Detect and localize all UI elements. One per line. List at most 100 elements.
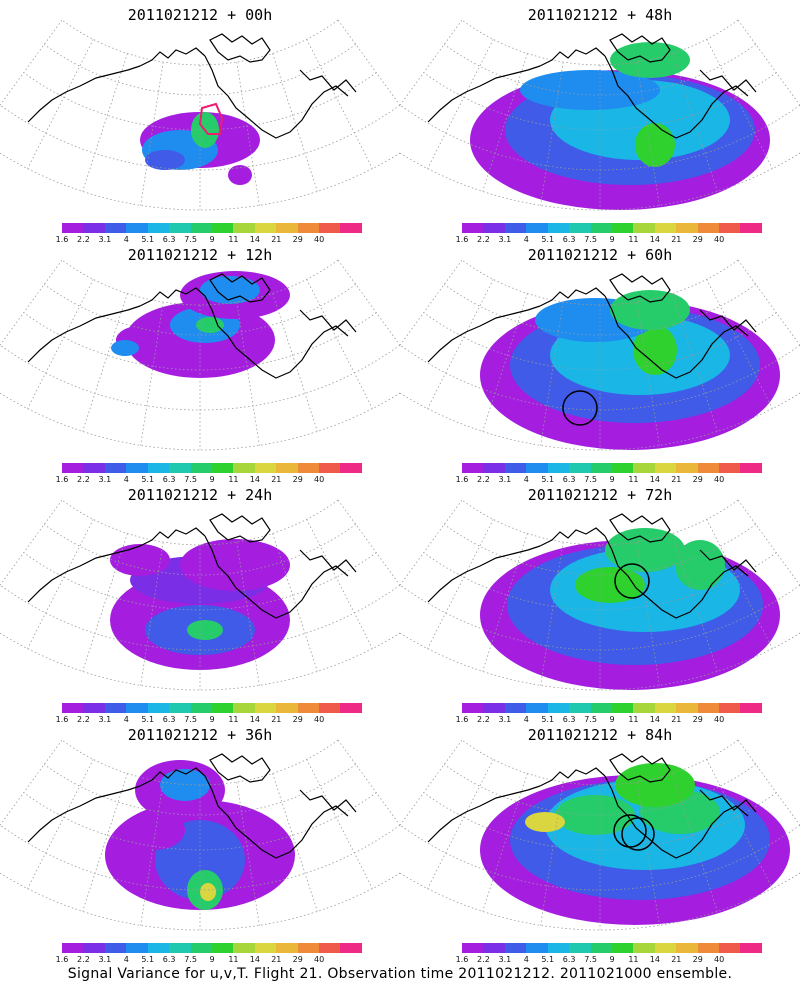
colorbar-swatch [254,223,277,233]
colorbar-swatch [147,943,170,953]
latitude-gridline [61,499,339,546]
coastline [204,775,349,859]
coastline [209,753,271,783]
colorbar-tick-label: 2.2 [477,715,490,724]
colorbar-tick-label: 2.2 [477,235,490,244]
forecast-map [0,499,400,691]
coastline [139,527,206,547]
colorbar-swatch [526,703,548,713]
colorbar-tick-label: 29 [692,955,703,964]
colorbar-swatch [190,703,212,713]
latitude-gridline [400,104,800,171]
variance-contour [110,544,170,576]
colorbar-tick-label: 11 [228,715,239,724]
meridian-gridline [337,19,400,106]
colorbar-swatch [211,703,234,713]
colorbar-swatch [233,703,255,713]
colorbar-labels: 1.6 2.2 3.1 4 5.1 6.3 7.5 9 11 14 21 29 40 [56,235,362,245]
meridian-gridline [236,302,260,446]
variance-contour [520,70,660,110]
signal-variance-field [480,763,790,925]
colorbar-swatch [676,703,698,713]
colorbar-swatch [147,703,170,713]
coastline [609,273,671,303]
colorbar-swatch [633,703,655,713]
panel-title: 2011021212 + 60h [527,246,673,264]
meridian-gridline [540,782,564,926]
colorbar-tick-label: 4 [523,235,529,244]
colorbar-swatch [654,703,677,713]
colorbar-swatch [254,463,277,473]
coastline [539,287,606,307]
colorbar [62,223,362,233]
latitude-gridline [461,259,739,306]
colorbar-tick-label: 29 [292,715,303,724]
colorbar-tick-label: 2.2 [77,715,90,724]
colorbar-swatch [569,223,591,233]
map-panel: 2011021212 + 00h 1.6 2.2 3.1 4 5.1 6.3 7.5 9 11 14… [0,0,400,244]
colorbar-swatch [504,703,527,713]
signal-variance-field [105,760,295,910]
colorbar-tick-label: 9 [209,715,215,724]
meridian-gridline [540,542,564,686]
coastline [204,55,349,139]
colorbar-tick-label: 11 [228,235,239,244]
meridian-gridline [140,302,164,446]
colorbar-tick-label: 21 [271,955,282,964]
coastline [299,69,357,93]
meridian-gridline [236,62,260,206]
colorbar-swatch [719,223,741,233]
colorbar-tick-label: 7.5 [184,715,197,724]
meridian-gridline [706,759,773,889]
coastline [699,789,757,813]
panel-title: 2011021212 + 24h [127,486,273,504]
colorbar-tick-label: 1.6 [55,715,69,724]
colorbar-tick-label: 2.2 [77,475,90,484]
colorbar-tick-label: 11 [628,475,639,484]
colorbar-swatch [211,223,234,233]
colorbar [462,463,762,473]
colorbar-tick-label: 6.3 [162,955,176,964]
colorbar-tick-label: 9 [209,235,215,244]
colorbar-labels: 1.6 2.2 3.1 4 5.1 6.3 7.5 9 11 14 21 29 40 [456,955,762,965]
meridian-gridline [0,739,63,826]
forecast-map [400,499,800,691]
colorbar-swatch [276,703,298,713]
colorbar [462,223,762,233]
colorbar-swatch [697,703,720,713]
colorbar-swatch [104,463,127,473]
colorbar-swatch [190,223,212,233]
panel-title: 2011021212 + 84h [527,726,673,744]
colorbar-swatch [233,943,255,953]
coastline [27,545,141,603]
colorbar-tick-label: 7.5 [584,475,597,484]
coastline [699,549,757,573]
map-panel: 2011021212 + 60h 1.6 2.2 3.1 4 5.1 6.3 7.5 9 11 14… [400,240,800,484]
colorbar-tick-label: 1.6 [55,235,69,244]
colorbar [462,943,762,953]
colorbar-swatch [654,943,677,953]
meridian-gridline [0,259,63,346]
meridian-gridline [706,279,773,409]
panel-title: 2011021212 + 12h [127,246,273,264]
colorbar-swatch [483,223,505,233]
meridian-gridline [337,259,400,346]
signal-variance-field [470,42,770,210]
colorbar-tick-label: 4 [523,475,529,484]
colorbar-tick-label: 9 [609,475,615,484]
coastline [209,33,271,63]
meridian-gridline [306,759,373,889]
colorbar-labels: 1.6 2.2 3.1 4 5.1 6.3 7.5 9 11 14 21 29 40 [456,475,762,485]
target-circle-marker [621,817,655,851]
colorbar-tick-label: 4 [123,955,129,964]
colorbar-swatch [547,703,570,713]
latitude-gridline [0,152,400,211]
meridian-gridline [540,62,564,206]
target-circle-marker [614,563,650,599]
colorbar-swatch [62,223,84,233]
latitude-gridline [400,152,800,211]
colorbar-swatch [697,463,720,473]
variance-contour [200,276,260,304]
colorbar-swatch [83,943,105,953]
meridian-gridline [427,519,494,649]
